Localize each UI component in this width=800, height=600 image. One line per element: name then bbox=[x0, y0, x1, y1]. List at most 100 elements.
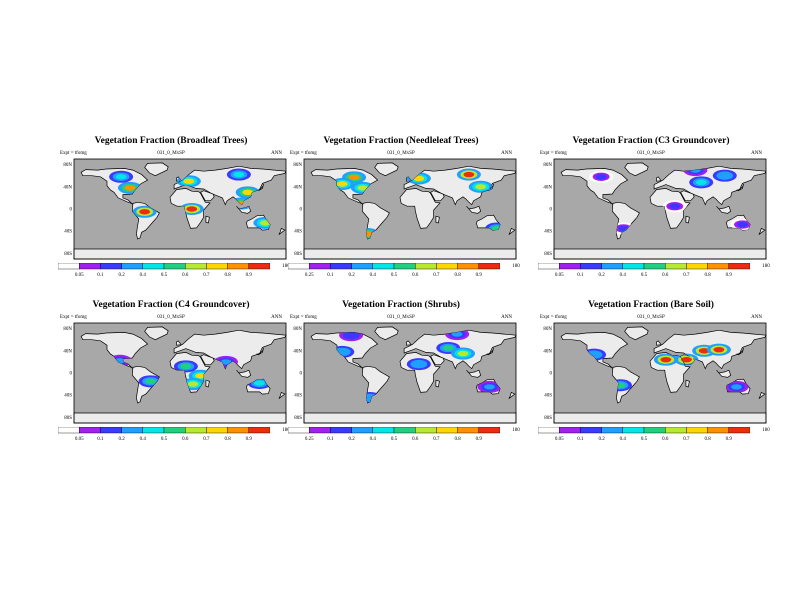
lon-tick-label: 180 bbox=[282, 264, 290, 269]
land-polygon bbox=[303, 412, 517, 424]
chart-subtitle-mid: 031_0_MxSP bbox=[387, 315, 415, 320]
colorbar-swatch bbox=[330, 427, 352, 434]
colorbar-swatch bbox=[79, 427, 101, 434]
lon-tick-label: 180 bbox=[762, 428, 770, 433]
map-plot: 80N40N040S80S180120W60W060E120E180 bbox=[63, 322, 290, 433]
lat-tick-label: 40N bbox=[543, 185, 552, 190]
chart-panel: Vegetation Fraction (Shrubs) Expt = tfomg… bbox=[286, 300, 520, 442]
lon-tick-label: 180 bbox=[762, 264, 770, 269]
colorbar-label: 0.5 bbox=[161, 273, 168, 278]
land-polygon bbox=[435, 215, 440, 224]
land-polygon bbox=[144, 162, 169, 177]
chart-subtitle-right: ANN bbox=[751, 151, 762, 156]
colorbar-label: 0.9 bbox=[246, 273, 253, 278]
colorbar-swatch bbox=[622, 263, 645, 270]
data-cell bbox=[345, 332, 357, 338]
colorbar-label: 0.7 bbox=[683, 437, 690, 442]
colorbar-label: 0.9 bbox=[476, 273, 483, 278]
colorbar-label: 0.2 bbox=[598, 273, 605, 278]
data-cell bbox=[187, 381, 199, 387]
chart-subtitle-mid: 031_0_MxSP bbox=[387, 151, 415, 156]
colorbar-label: 0.6 bbox=[662, 437, 669, 442]
colorbar-swatch bbox=[478, 427, 500, 434]
land-polygon bbox=[758, 227, 766, 235]
lat-tick-label: 80N bbox=[63, 163, 72, 168]
colorbar-label: 0.9 bbox=[476, 437, 483, 442]
lat-tick-label: 0 bbox=[70, 372, 73, 377]
lat-tick-label: 80S bbox=[294, 416, 302, 421]
lat-tick-label: 80N bbox=[543, 327, 552, 332]
colorbar-swatch bbox=[559, 263, 581, 270]
colorbar-label: 0.05 bbox=[555, 437, 564, 442]
data-cell bbox=[233, 171, 245, 178]
colorbar-label: 0.8 bbox=[704, 437, 711, 442]
colorbar-label: 0.4 bbox=[140, 273, 147, 278]
colorbar-swatch bbox=[100, 427, 122, 434]
colorbar-label: 0.1 bbox=[577, 437, 584, 442]
colorbar-label: 0.7 bbox=[433, 437, 440, 442]
colorbar-label: 0.8 bbox=[704, 273, 711, 278]
colorbar-label: 0.8 bbox=[454, 273, 461, 278]
land-polygon bbox=[430, 354, 445, 366]
colorbar-swatch bbox=[351, 427, 373, 434]
colorbar-swatch bbox=[664, 427, 687, 434]
chart-subtitle-mid: 031_0_MxSP bbox=[637, 151, 665, 156]
colorbar-label: 0.25 bbox=[305, 437, 314, 442]
lon-tick-label: 180 bbox=[512, 428, 520, 433]
data-cell bbox=[183, 178, 195, 184]
data-cell bbox=[195, 373, 207, 379]
colorbar-label: 0.6 bbox=[182, 437, 189, 442]
data-cell bbox=[681, 356, 692, 363]
colorbar: 0.05 0.1 0.2 0.4 0.5 0.6 0.7 0.8 0.9 bbox=[538, 263, 750, 278]
colorbar-label: 0.2 bbox=[348, 437, 355, 442]
lat-tick-label: 80N bbox=[293, 163, 302, 168]
lat-tick-label: 0 bbox=[550, 208, 553, 213]
chart-subtitle-left: Expt = tfomg bbox=[290, 315, 317, 320]
land-polygon bbox=[685, 379, 690, 388]
colorbar-swatch bbox=[142, 427, 165, 434]
lat-tick-label: 40N bbox=[63, 349, 72, 354]
colorbar-label: 0.4 bbox=[370, 273, 377, 278]
map-plot: 80N40N040S80S180120W60W060E120E180 bbox=[63, 158, 290, 269]
lat-tick-label: 40N bbox=[543, 349, 552, 354]
colorbar-swatch bbox=[163, 263, 186, 270]
chart-title: Vegetation Fraction (Shrubs) bbox=[342, 300, 460, 310]
colorbar-label: 0.2 bbox=[598, 437, 605, 442]
colorbar-swatch bbox=[538, 263, 560, 270]
colorbar-swatch bbox=[309, 263, 331, 270]
data-cell bbox=[413, 361, 425, 367]
colorbar-label: 0.6 bbox=[412, 273, 419, 278]
colorbar-label: 0.2 bbox=[118, 273, 125, 278]
colorbar-swatch bbox=[248, 427, 270, 434]
colorbar-swatch bbox=[601, 427, 623, 434]
data-cell bbox=[737, 221, 748, 228]
colorbar-label: 0.2 bbox=[118, 437, 125, 442]
colorbar-label: 0.5 bbox=[391, 437, 398, 442]
chart-panel: Vegetation Fraction (Bare Soil) Expt = tf… bbox=[536, 300, 770, 442]
data-cell bbox=[413, 175, 425, 182]
land-polygon bbox=[758, 391, 766, 399]
lat-tick-label: 80S bbox=[544, 416, 552, 421]
colorbar-swatch bbox=[436, 427, 458, 434]
data-cell bbox=[242, 189, 254, 196]
chart-subtitle-right: ANN bbox=[271, 315, 282, 320]
land-polygon bbox=[736, 347, 744, 356]
chart-panel: Vegetation Fraction (C3 Groundcover) Expt… bbox=[536, 136, 770, 278]
land-polygon bbox=[73, 412, 287, 424]
chart-title: Vegetation Fraction (Needleleaf Trees) bbox=[323, 136, 479, 146]
lat-tick-label: 0 bbox=[70, 208, 73, 213]
chart-panel: Vegetation Fraction (C4 Groundcover) Expt… bbox=[56, 300, 290, 442]
colorbar: 0.05 0.1 0.2 0.4 0.5 0.6 0.7 0.8 0.9 bbox=[538, 427, 750, 442]
land-polygon bbox=[374, 326, 399, 341]
lat-tick-label: 40N bbox=[293, 349, 302, 354]
land-polygon bbox=[200, 190, 215, 202]
chart-subtitle-mid: 031_0_MxSP bbox=[157, 151, 185, 156]
map-plot: 80N40N040S80S180120W60W060E120E180 bbox=[293, 158, 520, 269]
colorbar-swatch bbox=[227, 263, 250, 270]
land-polygon bbox=[716, 369, 732, 378]
colorbar-label: 0.8 bbox=[454, 437, 461, 442]
colorbar-label: 0.5 bbox=[391, 273, 398, 278]
data-cell bbox=[139, 209, 151, 215]
data-cell bbox=[254, 380, 265, 386]
colorbar-label: 0.4 bbox=[140, 437, 147, 442]
